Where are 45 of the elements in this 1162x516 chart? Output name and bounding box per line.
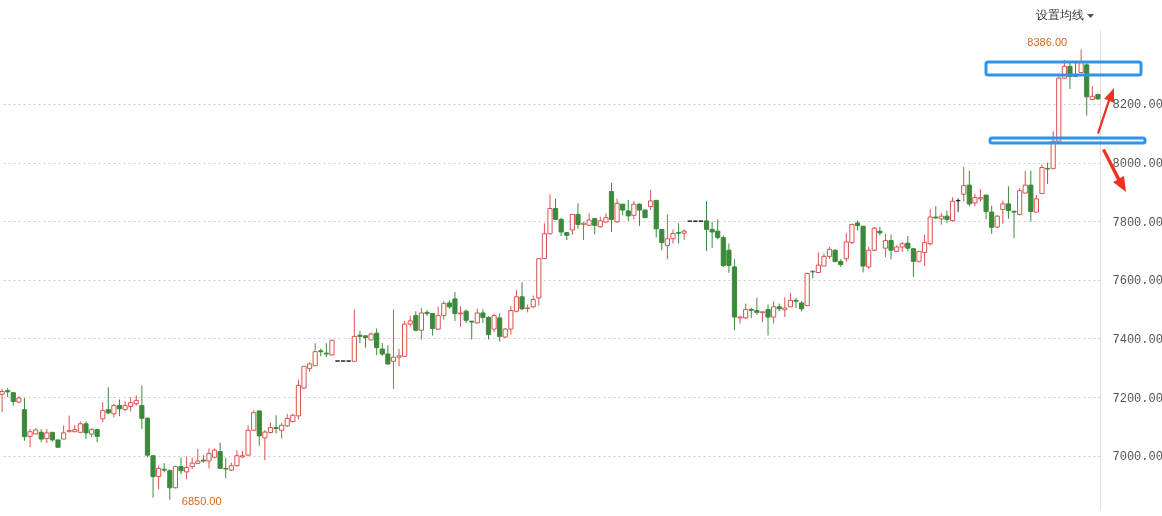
candlestick: [1000, 200, 1006, 225]
candlestick: [961, 166, 967, 203]
candlestick: [1011, 210, 1017, 239]
candlestick: [659, 228, 665, 251]
candlestick: [491, 313, 497, 333]
candlestick: [575, 202, 581, 230]
y-tick-label: 7400.00: [1112, 332, 1162, 347]
candlestick: [1005, 185, 1012, 220]
candlestick: [469, 320, 475, 341]
candlestick: [497, 313, 503, 342]
candlestick: [1044, 162, 1051, 185]
candlestick: [877, 226, 883, 237]
candlestick: [648, 189, 654, 211]
candlestick: [178, 457, 184, 475]
candlestick: [374, 328, 380, 356]
annotation: 6850.00: [181, 494, 222, 507]
text: 设置均线: [1036, 7, 1085, 24]
candlestick: [888, 234, 894, 260]
candlestick: [944, 210, 950, 224]
y-tick-label: 7200.00: [1112, 391, 1162, 406]
candlestick: [793, 297, 799, 309]
y-tick-label: 7000.00: [1112, 450, 1162, 465]
candlestick: [771, 300, 777, 325]
candlestick: [675, 222, 682, 244]
y-tick-label: 8000.00: [1112, 157, 1162, 172]
candlestick: [156, 465, 162, 490]
y-tick-label: 7600.00: [1112, 274, 1162, 289]
candlestick: [273, 414, 279, 434]
candlestick: [569, 213, 575, 236]
candlestick: [105, 386, 111, 415]
candlestick: [184, 455, 190, 480]
candlestick: [100, 401, 106, 423]
candlestick: [418, 307, 425, 341]
y-tick-label: 8200.00: [1112, 98, 1162, 113]
candlestick: [765, 303, 771, 337]
y-tick-label: 7800.00: [1112, 215, 1162, 230]
candlestick: [966, 170, 972, 207]
candlestick: [631, 200, 637, 220]
candlestick: [949, 196, 956, 222]
candlestick: [457, 305, 464, 328]
annotation: 8386.00: [1027, 36, 1068, 49]
candlestick: [882, 233, 889, 258]
candlestick: [614, 198, 620, 224]
candlestick: [519, 281, 525, 311]
candlestick: [782, 296, 788, 318]
